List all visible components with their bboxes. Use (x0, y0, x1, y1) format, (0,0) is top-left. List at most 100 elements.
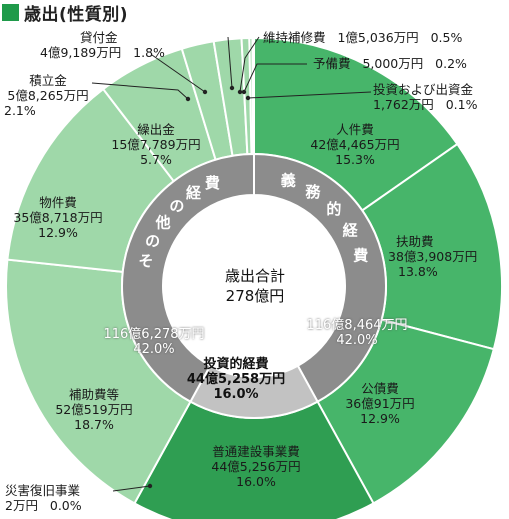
label-fujohi-name: 扶助費 (396, 234, 434, 249)
label-saigai-values: 2万円 0.0% (5, 498, 82, 513)
label-hojo: 補助費等 52億519万円 18.7% (44, 387, 144, 432)
label-toushikin-name: 投資および出資金 (373, 82, 474, 97)
label-jinkenhi: 人件費 42億4,465万円 15.3% (300, 122, 410, 167)
leader-dot-5 (185, 96, 191, 102)
label-toushikin-value: 1,762万円 (373, 97, 434, 112)
label-kuridashi-name: 繰出金 (137, 122, 175, 137)
label-sonota-pct: 42.0% (133, 342, 175, 357)
label-iji-pct: 0.5% (430, 30, 463, 45)
label-hojo-name: 補助費等 (68, 387, 119, 402)
label-jinkenhi-pct: 15.3% (335, 152, 375, 167)
label-fujohi-value: 38億3,908万円 (388, 249, 478, 264)
outer-slice-12 (251, 36, 255, 156)
inner-name-sonota-char-3: の (169, 197, 184, 215)
label-kuridashi: 繰出金 15億7,789万円 5.7% (102, 122, 210, 167)
label-iji-value: 1億5,036万円 (337, 30, 419, 45)
label-toushi-value: 44億5,258万円 (186, 372, 286, 387)
inner-name-gimu-char-4: 費 (353, 246, 368, 264)
label-kuridashi-value: 15億7,789万円 (111, 137, 201, 152)
inner-name-sonota-char-1: の (145, 232, 160, 250)
center-total: 歳出合計 278億円 (199, 266, 311, 306)
label-tsumitate-pct: 2.1% (4, 103, 36, 118)
label-saigai: 災害復旧事業 2万円 0.0% (5, 483, 82, 513)
inner-name-sonota-char-5: 費 (205, 174, 220, 192)
label-futsuu: 普通建設事業費 44億5,256万円 16.0% (186, 444, 326, 489)
label-saigai-pct: 0.0% (49, 498, 82, 513)
leader-line-6 (112, 485, 151, 492)
label-kosaihi-value: 36億91万円 (345, 396, 415, 411)
label-kosaihi: 公債費 36億91万円 12.9% (330, 381, 430, 426)
label-bukken-name: 物件費 (39, 195, 77, 210)
leader-line-3 (243, 63, 307, 93)
label-tsumitate-value: 5億8,265万円 (7, 88, 89, 103)
label-yobi-name: 予備費 (313, 56, 351, 71)
label-toushikin-values: 1,762万円 0.1% (373, 97, 477, 112)
label-futsuu-pct: 16.0% (236, 474, 276, 489)
label-kuridashi-pct: 5.7% (140, 152, 172, 167)
inner-name-sonota-char-2: 他 (155, 213, 171, 231)
label-kashitsuke-name: 貸付金 (80, 30, 118, 45)
label-yobi-value: 5,000万円 (362, 56, 424, 71)
center-disk (164, 196, 344, 376)
label-kashitsuke-value: 4億9,189万円 (40, 45, 122, 60)
label-saigai-name: 災害復旧事業 (5, 483, 81, 498)
inner-slice-0 (253, 152, 387, 404)
title-marker-square (2, 3, 19, 21)
label-kosaihi-name: 公債費 (361, 381, 399, 396)
label-yobi: 予備費 5,000万円 0.2% (313, 56, 467, 71)
label-kashitsuke-values: 4億9,189万円 1.8% (40, 45, 165, 60)
label-toushikin: 投資および出資金 1,762万円 0.1% (373, 82, 477, 112)
label-sonota-values: 116億6,278万円 42.0% (84, 327, 224, 357)
label-bukken-pct: 12.9% (38, 225, 78, 240)
leader-line-2 (239, 36, 260, 93)
label-jinkenhi-value: 42億4,465万円 (310, 137, 400, 152)
label-hojo-value: 52億519万円 (55, 402, 133, 417)
label-hojo-pct: 18.7% (74, 417, 114, 432)
label-iji-name: 維持補修費 (263, 30, 326, 45)
chart-title: 歳出(性質別) (2, 1, 129, 25)
label-tsumitate-name: 積立金 (29, 73, 67, 88)
leader-line-5 (91, 82, 189, 100)
label-gimu-pct: 42.0% (336, 333, 378, 348)
label-toushikin-pct: 0.1% (445, 97, 478, 112)
label-toushi-pct: 16.0% (213, 387, 259, 402)
label-toushi: 投資的経費 44億5,258万円 16.0% (176, 357, 296, 402)
inner-name-gimu-char-3: 経 (343, 222, 359, 240)
label-bukken-value: 35億8,718万円 (13, 210, 103, 225)
label-tsumitate: 積立金 5億8,265万円 2.1% (2, 73, 94, 118)
label-futsuu-name: 普通建設事業費 (212, 444, 300, 459)
center-total-value: 278億円 (225, 287, 285, 305)
label-toushi-name: 投資的経費 (203, 357, 269, 372)
inner-name-sonota-char-4: 経 (186, 184, 202, 202)
label-kashitsuke: 貸付金 4億9,189万円 1.8% (40, 30, 165, 60)
label-bukken: 物件費 35億8,718万円 12.9% (2, 195, 114, 240)
center-total-label: 歳出合計 (224, 267, 285, 285)
label-jinkenhi-name: 人件費 (336, 122, 374, 137)
leader-line-4 (247, 91, 372, 99)
label-kashitsuke-pct: 1.8% (133, 45, 165, 60)
label-gimu-value: 116億8,464万円 (306, 318, 408, 333)
label-futsuu-value: 44億5,256万円 (211, 459, 301, 474)
inner-name-gimu-char-2: 的 (326, 200, 341, 218)
label-yobi-pct: 0.2% (435, 56, 467, 71)
leader-line-1 (227, 36, 233, 89)
inner-name-gimu-char-0: 義 (281, 171, 296, 189)
leader-dot-6 (147, 483, 153, 489)
leader-dot-0 (202, 89, 208, 95)
label-fujohi: 扶助費 38億3,908万円 13.8% (388, 234, 477, 279)
leader-dot-2 (237, 89, 243, 95)
label-gimu-values: 116億8,464万円 42.0% (292, 318, 422, 348)
leader-dot-1 (229, 85, 235, 91)
label-saigai-value: 2万円 (5, 498, 38, 513)
label-iji: 維持補修費 1億5,036万円 0.5% (263, 30, 462, 45)
inner-slice-2 (121, 152, 255, 404)
label-sonota-value: 116億6,278万円 (103, 327, 205, 342)
inner-name-gimu-char-1: 務 (305, 183, 321, 201)
inner-name-sonota-char-0: そ (138, 252, 153, 270)
leader-dot-3 (241, 89, 247, 95)
chart-title-text: 歳出(性質別) (24, 4, 129, 25)
label-fujohi-pct: 13.8% (398, 264, 438, 279)
leader-line-0 (151, 54, 206, 93)
label-kosaihi-pct: 12.9% (360, 411, 400, 426)
